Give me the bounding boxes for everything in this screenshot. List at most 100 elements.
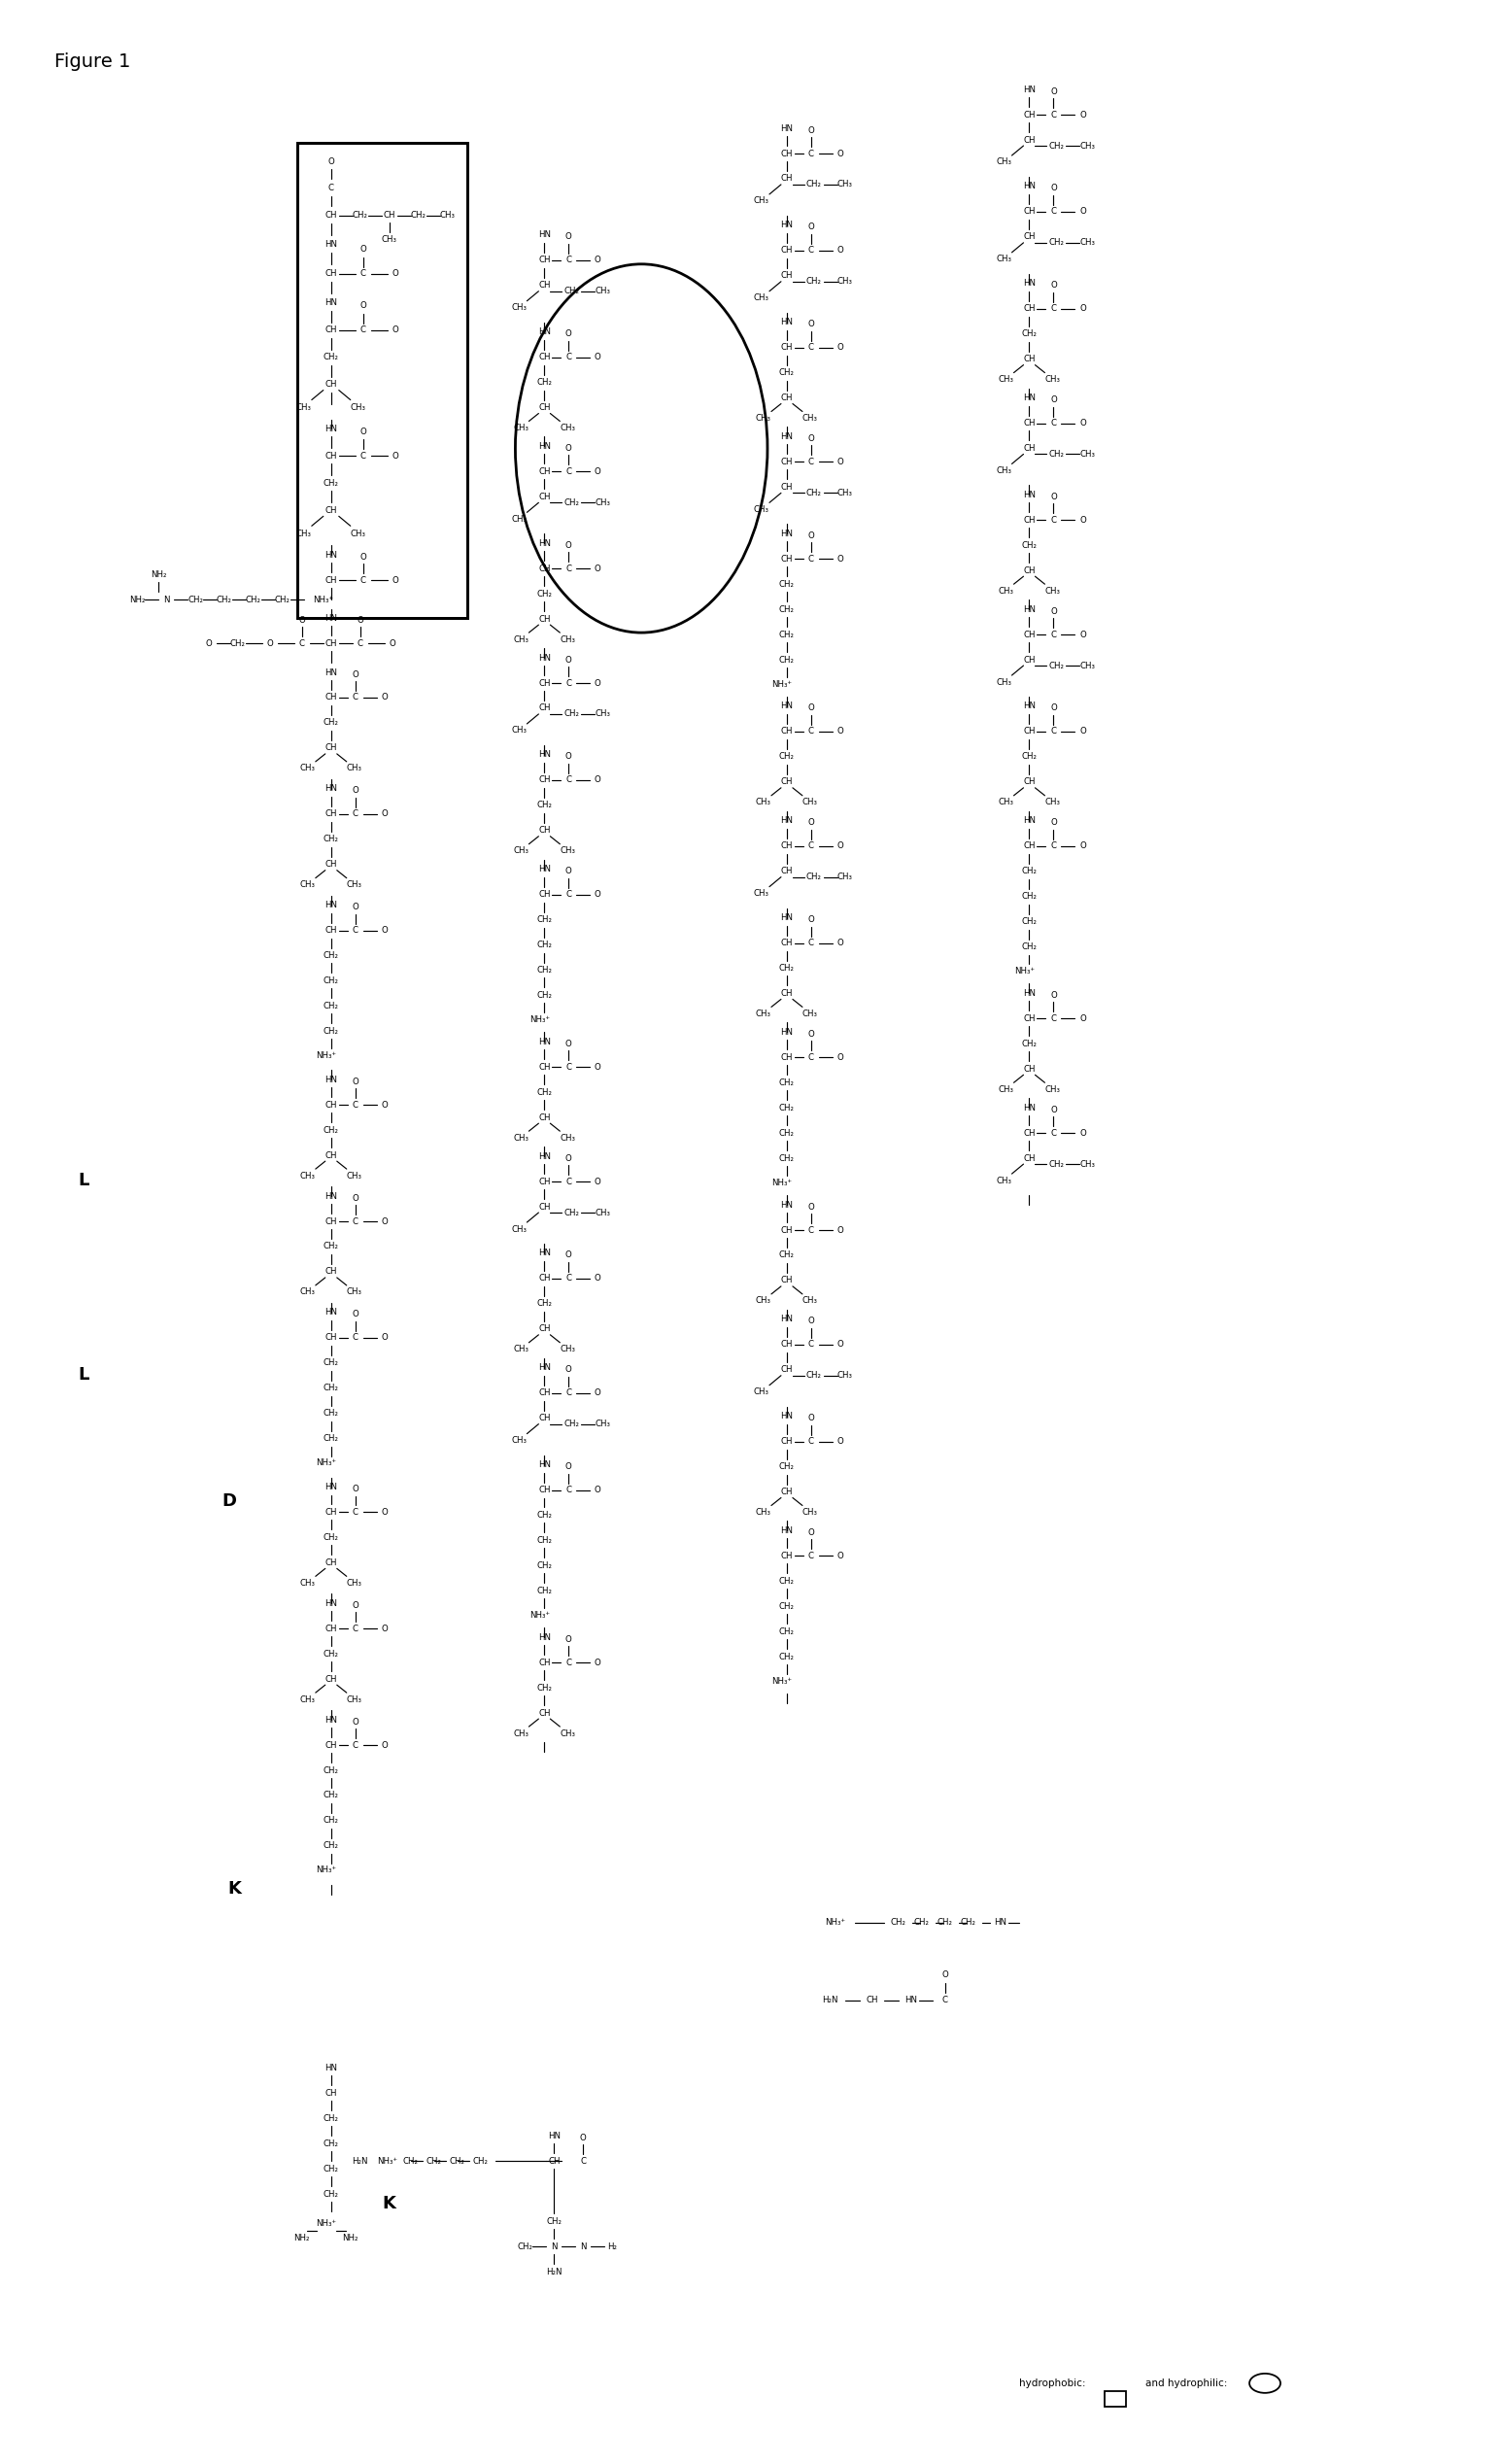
Text: CH₃: CH₃	[754, 890, 770, 897]
Text: L: L	[78, 1365, 90, 1382]
Text: C: C	[352, 1333, 358, 1343]
Text: C: C	[1050, 1129, 1056, 1138]
Text: CH: CH	[538, 825, 550, 835]
Text: NH₃⁺: NH₃⁺	[376, 2156, 398, 2166]
Text: O: O	[1050, 606, 1058, 616]
Text: C: C	[566, 1390, 572, 1397]
Text: CH₃: CH₃	[347, 1289, 362, 1296]
Text: CH: CH	[326, 1676, 338, 1683]
Text: CH₃: CH₃	[996, 1175, 1012, 1185]
Text: CH₃: CH₃	[351, 404, 366, 411]
Text: O: O	[1080, 419, 1086, 429]
Text: CH: CH	[538, 1658, 550, 1668]
Text: CH: CH	[538, 890, 550, 899]
Text: CH: CH	[1023, 843, 1035, 850]
Text: H₂N: H₂N	[822, 1996, 839, 2006]
Text: CH₂: CH₂	[564, 498, 579, 508]
Text: CH: CH	[782, 342, 794, 352]
Text: HN: HN	[780, 222, 794, 229]
Bar	[297, 143, 466, 618]
Text: CH₂: CH₂	[564, 1419, 579, 1429]
Text: CH: CH	[1023, 232, 1035, 241]
Text: CH: CH	[538, 776, 550, 784]
Text: CH: CH	[326, 269, 338, 278]
Text: O: O	[594, 256, 602, 264]
Text: O: O	[837, 458, 843, 466]
Text: O: O	[942, 1971, 948, 1979]
Text: CH₂: CH₂	[537, 1562, 552, 1570]
Text: HN: HN	[326, 1308, 338, 1316]
Text: CH: CH	[1023, 207, 1035, 217]
Text: C: C	[808, 554, 815, 564]
Text: CH: CH	[538, 1326, 550, 1333]
Text: CH₃: CH₃	[512, 1437, 526, 1444]
Text: CH₂: CH₂	[324, 1126, 339, 1133]
Text: CH₃: CH₃	[803, 798, 818, 806]
Text: O: O	[360, 301, 366, 310]
Text: HN: HN	[538, 653, 550, 663]
Text: CH₂: CH₂	[778, 1104, 795, 1111]
Text: CH₃: CH₃	[300, 764, 315, 774]
Text: CH₃: CH₃	[803, 1010, 818, 1018]
Text: CH₃: CH₃	[998, 798, 1014, 806]
Text: CH₂: CH₂	[404, 2156, 418, 2166]
Text: CH: CH	[538, 1708, 550, 1717]
Text: O: O	[352, 1077, 358, 1087]
Text: C: C	[1050, 727, 1056, 737]
Text: O: O	[808, 1316, 815, 1326]
Text: O: O	[381, 1508, 387, 1518]
Bar	[1106, 2390, 1126, 2407]
Text: CH: CH	[538, 468, 550, 476]
Text: CH: CH	[326, 1740, 338, 1749]
Text: CH: CH	[326, 926, 338, 934]
Text: CH₃: CH₃	[754, 293, 770, 303]
Text: O: O	[1080, 306, 1086, 313]
Text: O: O	[381, 1101, 387, 1109]
Text: HN: HN	[1023, 816, 1035, 825]
Text: CH₂: CH₂	[806, 872, 822, 882]
Text: O: O	[566, 1252, 572, 1259]
Text: CH₃: CH₃	[1080, 660, 1095, 670]
Text: O: O	[566, 542, 572, 549]
Text: CH: CH	[1023, 1015, 1035, 1023]
Text: CH₃: CH₃	[596, 498, 610, 508]
Text: CH₂: CH₂	[564, 710, 579, 719]
Text: C: C	[808, 1225, 815, 1234]
Text: CH: CH	[538, 1178, 550, 1185]
Text: C: C	[352, 1624, 358, 1634]
Text: O: O	[1050, 705, 1058, 712]
Text: CH: CH	[1023, 631, 1035, 638]
Text: CH: CH	[1023, 306, 1035, 313]
Text: HN: HN	[326, 1599, 338, 1609]
Text: HN: HN	[780, 914, 794, 922]
Text: O: O	[1050, 818, 1058, 828]
Text: CH₂: CH₂	[324, 1767, 339, 1774]
Text: O: O	[381, 1333, 387, 1343]
Text: O: O	[808, 1528, 815, 1538]
Text: C: C	[808, 843, 815, 850]
Text: and hydrophilic:: and hydrophilic:	[1146, 2378, 1227, 2388]
Text: C: C	[352, 926, 358, 934]
Text: CH₃: CH₃	[756, 414, 771, 424]
Text: CH: CH	[782, 1365, 794, 1375]
Text: NH₃⁺: NH₃⁺	[316, 1865, 336, 1875]
Text: CH₂: CH₂	[537, 801, 552, 811]
Text: H₂N: H₂N	[352, 2156, 368, 2166]
Text: D: D	[222, 1491, 237, 1510]
Text: C: C	[357, 638, 363, 648]
Text: O: O	[594, 776, 602, 784]
Text: CH: CH	[782, 483, 794, 490]
Text: HN: HN	[538, 540, 550, 547]
Text: CH: CH	[782, 271, 794, 281]
Text: CH₃: CH₃	[756, 1010, 771, 1018]
Text: CH₂: CH₂	[778, 963, 795, 973]
Text: O: O	[594, 564, 602, 574]
Text: O: O	[837, 1437, 843, 1446]
Text: CH₂: CH₂	[778, 367, 795, 377]
Text: CH₃: CH₃	[560, 848, 576, 855]
Text: CH₃: CH₃	[300, 1579, 315, 1587]
Text: CH: CH	[1023, 1129, 1035, 1138]
Text: CH₃: CH₃	[996, 254, 1012, 264]
Text: O: O	[381, 692, 387, 702]
Text: C: C	[808, 939, 815, 946]
